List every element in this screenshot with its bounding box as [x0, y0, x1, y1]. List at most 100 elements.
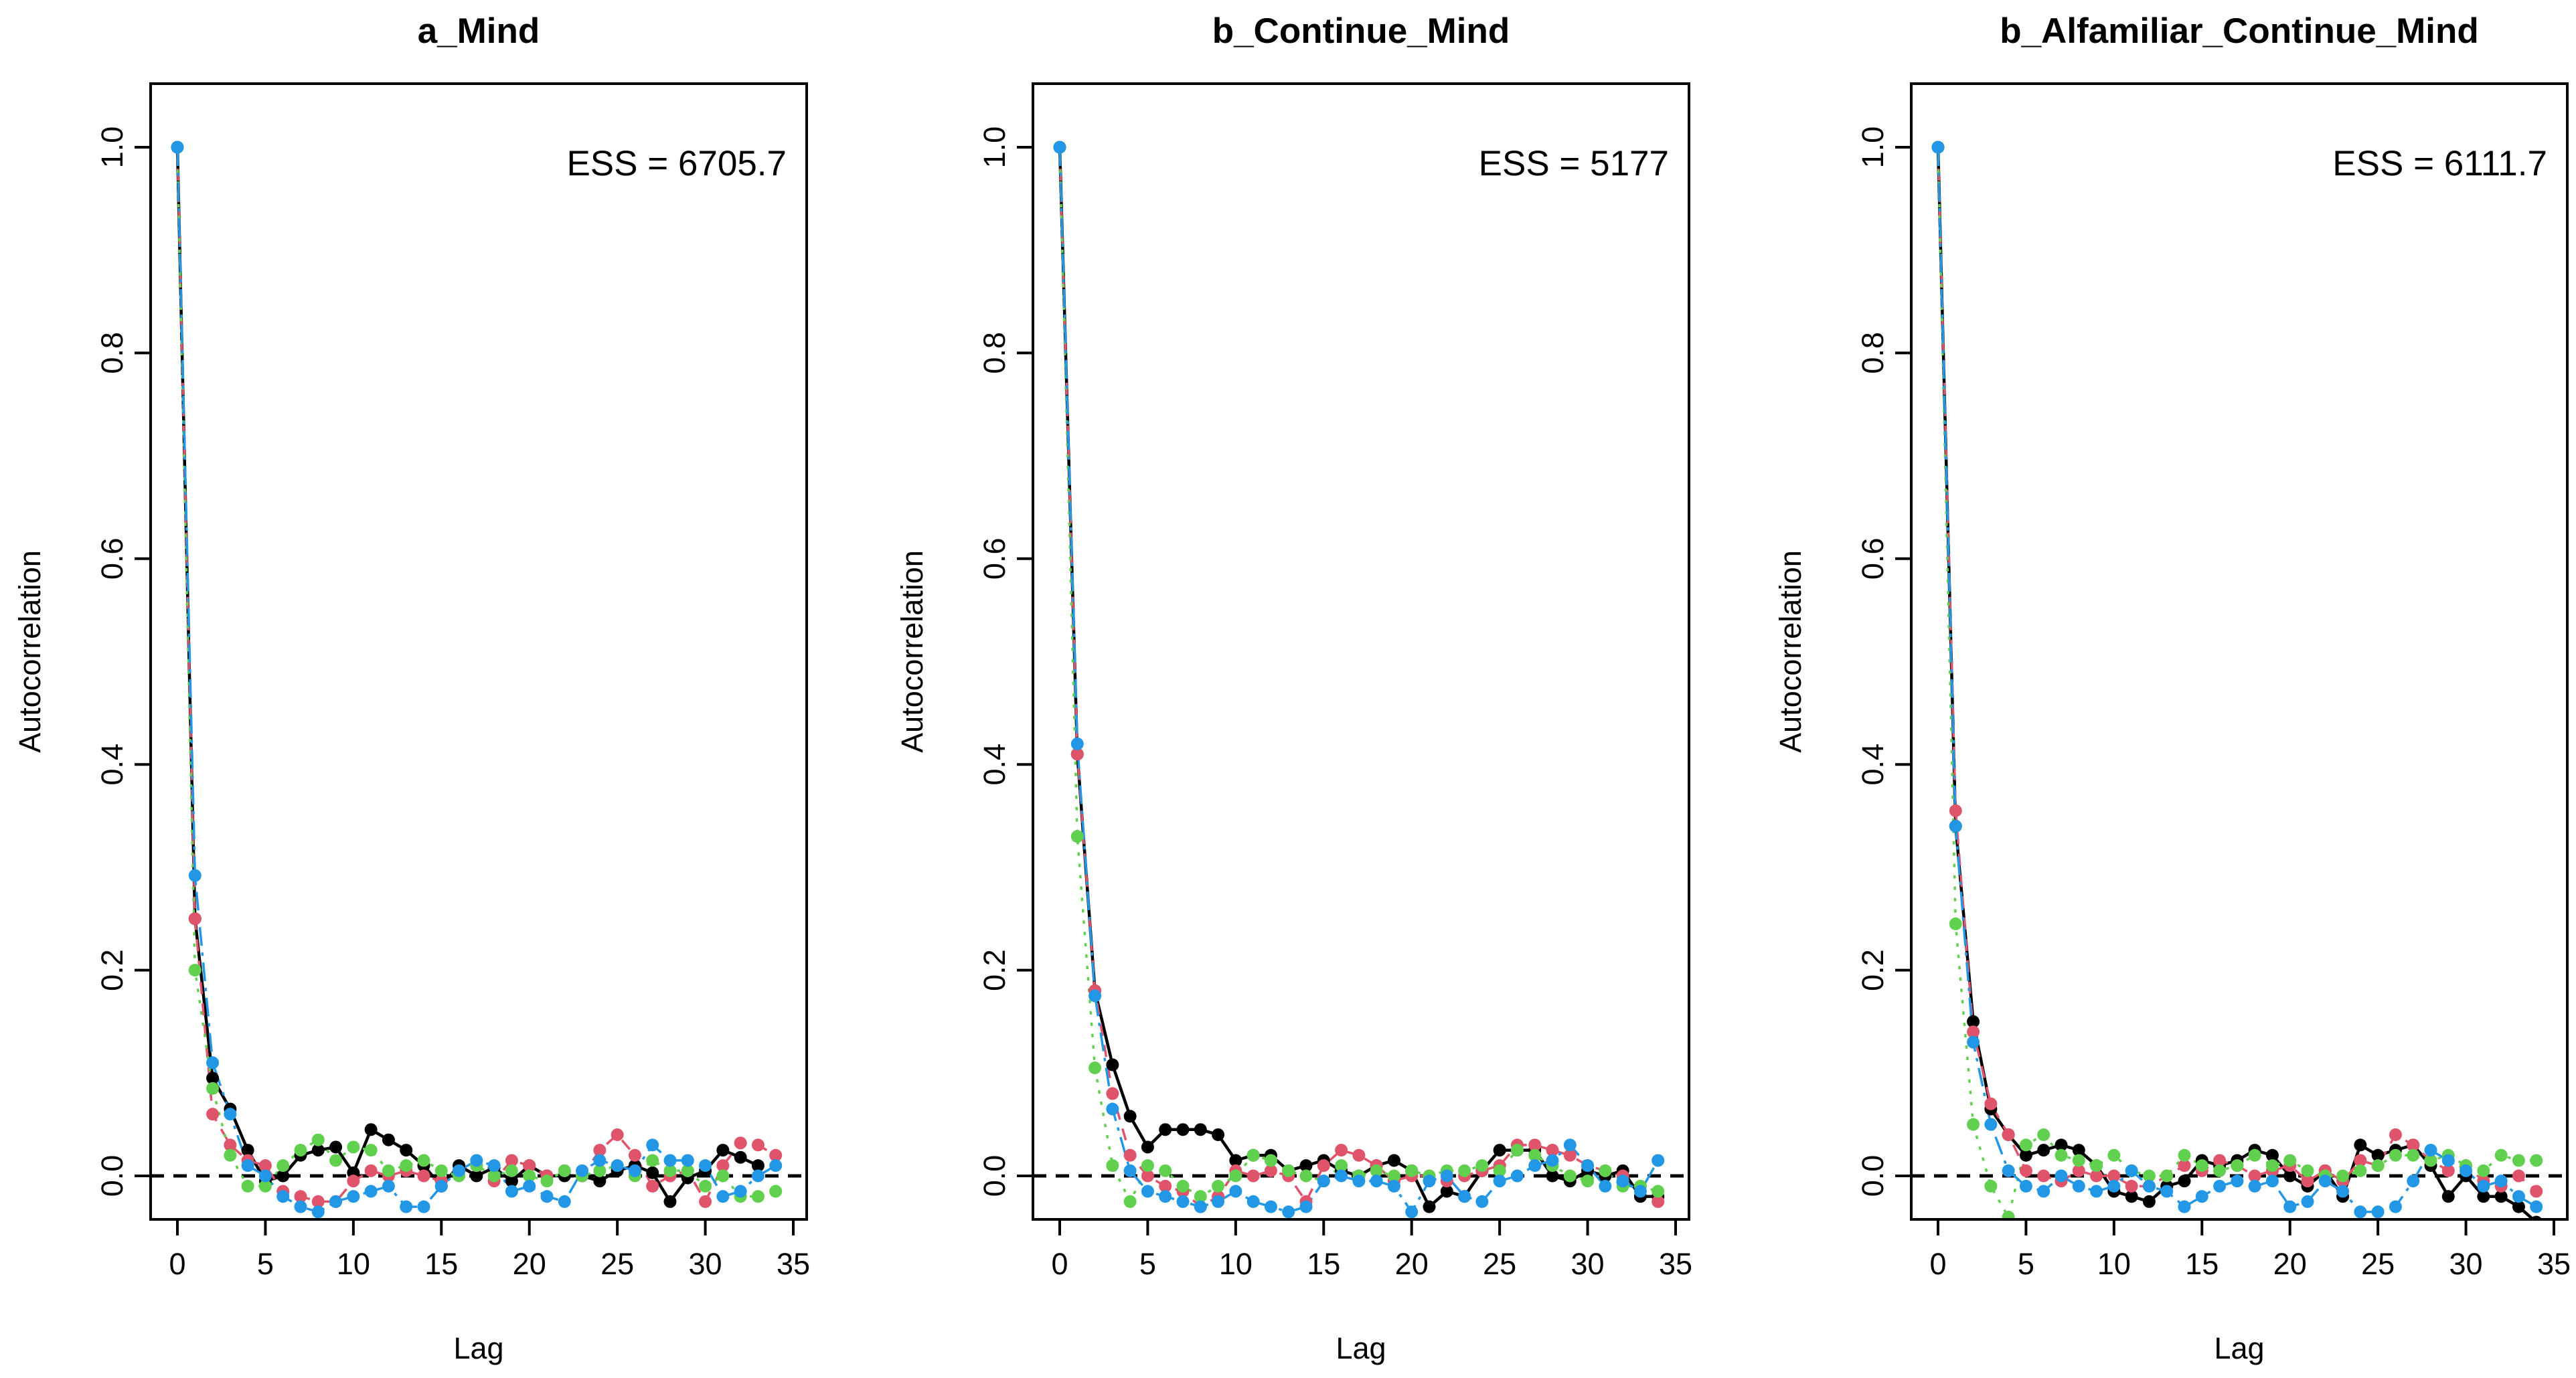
data-point: [2195, 1159, 2208, 1173]
data-point: [1652, 1195, 1665, 1208]
data-point: [2213, 1164, 2227, 1177]
y-tick-label: 0.0: [977, 1155, 1012, 1197]
data-point: [2037, 1169, 2050, 1183]
chart-title: a_Mind: [418, 11, 540, 51]
y-tick-label: 0.2: [977, 949, 1012, 991]
data-point: [1405, 1205, 1419, 1219]
data-point: [505, 1185, 518, 1198]
x-tick-label: 0: [1929, 1247, 1946, 1281]
series-4-points: [1053, 141, 1665, 1219]
data-point: [1440, 1185, 1453, 1198]
data-point: [2477, 1164, 2490, 1177]
x-tick-label: 0: [169, 1247, 185, 1281]
data-point: [2178, 1200, 2191, 1213]
data-point: [1652, 1185, 1665, 1198]
data-point: [1984, 1179, 1998, 1193]
data-point: [294, 1144, 307, 1157]
series-4-points: [171, 141, 783, 1219]
data-point: [1563, 1138, 1577, 1152]
chart-title: b_Continue_Mind: [1212, 11, 1510, 51]
data-point: [2037, 1185, 2050, 1198]
data-point: [188, 869, 202, 882]
data-point: [1159, 1190, 1172, 1203]
data-point: [2407, 1138, 2420, 1152]
chart-panel-3: b_Alfamiliar_Continue_Mind 0 5 10 15 20 25 30 35…: [1773, 11, 2571, 1365]
x-tick-label: 30: [1571, 1247, 1605, 1281]
data-point: [2019, 1179, 2032, 1193]
data-point: [769, 1148, 783, 1162]
x-tick-label: 0: [1051, 1247, 1068, 1281]
data-point: [2037, 1128, 2050, 1142]
x-tick-label: 10: [2097, 1247, 2131, 1281]
data-point: [487, 1159, 501, 1173]
data-point: [751, 1159, 764, 1173]
data-point: [663, 1195, 677, 1208]
y-tick-label: 0.6: [95, 538, 129, 580]
data-point: [2213, 1154, 2227, 1167]
data-point: [1475, 1159, 1489, 1173]
data-point: [1246, 1169, 1260, 1183]
data-point: [2389, 1200, 2402, 1213]
data-point: [1229, 1185, 1242, 1198]
data-point: [2512, 1200, 2525, 1213]
data-point: [2354, 1154, 2367, 1167]
data-point: [329, 1140, 343, 1154]
data-point: [734, 1185, 747, 1198]
data-point: [593, 1164, 607, 1177]
data-point: [2283, 1169, 2297, 1183]
data-point: [2283, 1200, 2297, 1213]
data-point: [1984, 1118, 1998, 1131]
data-point: [1967, 1035, 1980, 1049]
x-tick-label: 10: [1219, 1247, 1253, 1281]
data-point: [1106, 1087, 1119, 1100]
data-point: [2441, 1164, 2455, 1177]
data-point: [1458, 1190, 1471, 1203]
data-point: [2019, 1138, 2032, 1152]
data-point: [470, 1154, 483, 1167]
data-point: [558, 1195, 571, 1208]
data-point: [2037, 1144, 2050, 1157]
data-point: [2142, 1195, 2156, 1208]
data-point: [382, 1133, 395, 1146]
data-point: [311, 1133, 325, 1146]
data-point: [1387, 1179, 1400, 1193]
x-tick-label: 35: [1659, 1247, 1692, 1281]
data-point: [206, 1108, 220, 1121]
data-point: [2160, 1169, 2174, 1183]
data-point: [171, 141, 184, 154]
y-tick-label: 0.6: [1856, 538, 1890, 580]
data-point: [1563, 1169, 1577, 1183]
data-point: [241, 1144, 254, 1157]
data-point: [1335, 1159, 1348, 1173]
data-point: [716, 1159, 730, 1173]
data-point: [2477, 1190, 2490, 1203]
data-point: [1510, 1169, 1524, 1183]
data-point: [364, 1164, 378, 1177]
x-axis-label: Lag: [2214, 1331, 2264, 1365]
data-point: [1194, 1123, 1207, 1136]
x-tick-label: 15: [2185, 1247, 2219, 1281]
data-point: [311, 1205, 325, 1219]
data-point: [2477, 1179, 2490, 1193]
data-point: [2248, 1169, 2261, 1183]
data-point: [1967, 1025, 1980, 1039]
data-point: [1264, 1154, 1277, 1167]
data-point: [311, 1144, 325, 1157]
x-tick-label: 15: [1307, 1247, 1340, 1281]
data-point: [1141, 1185, 1154, 1198]
data-point: [2072, 1144, 2085, 1157]
data-point: [699, 1195, 712, 1208]
data-point: [206, 1082, 220, 1095]
data-point: [751, 1138, 764, 1152]
data-point: [2195, 1190, 2208, 1203]
x-tick-label: 25: [2361, 1247, 2395, 1281]
data-point: [400, 1159, 413, 1173]
y-tick-label: 0.2: [95, 949, 129, 991]
x-tick-label: 25: [1483, 1247, 1516, 1281]
data-point: [2002, 1164, 2015, 1177]
data-point: [2072, 1164, 2085, 1177]
data-point: [2160, 1185, 2174, 1198]
data-point: [1123, 1110, 1137, 1123]
data-point: [1123, 1148, 1137, 1162]
